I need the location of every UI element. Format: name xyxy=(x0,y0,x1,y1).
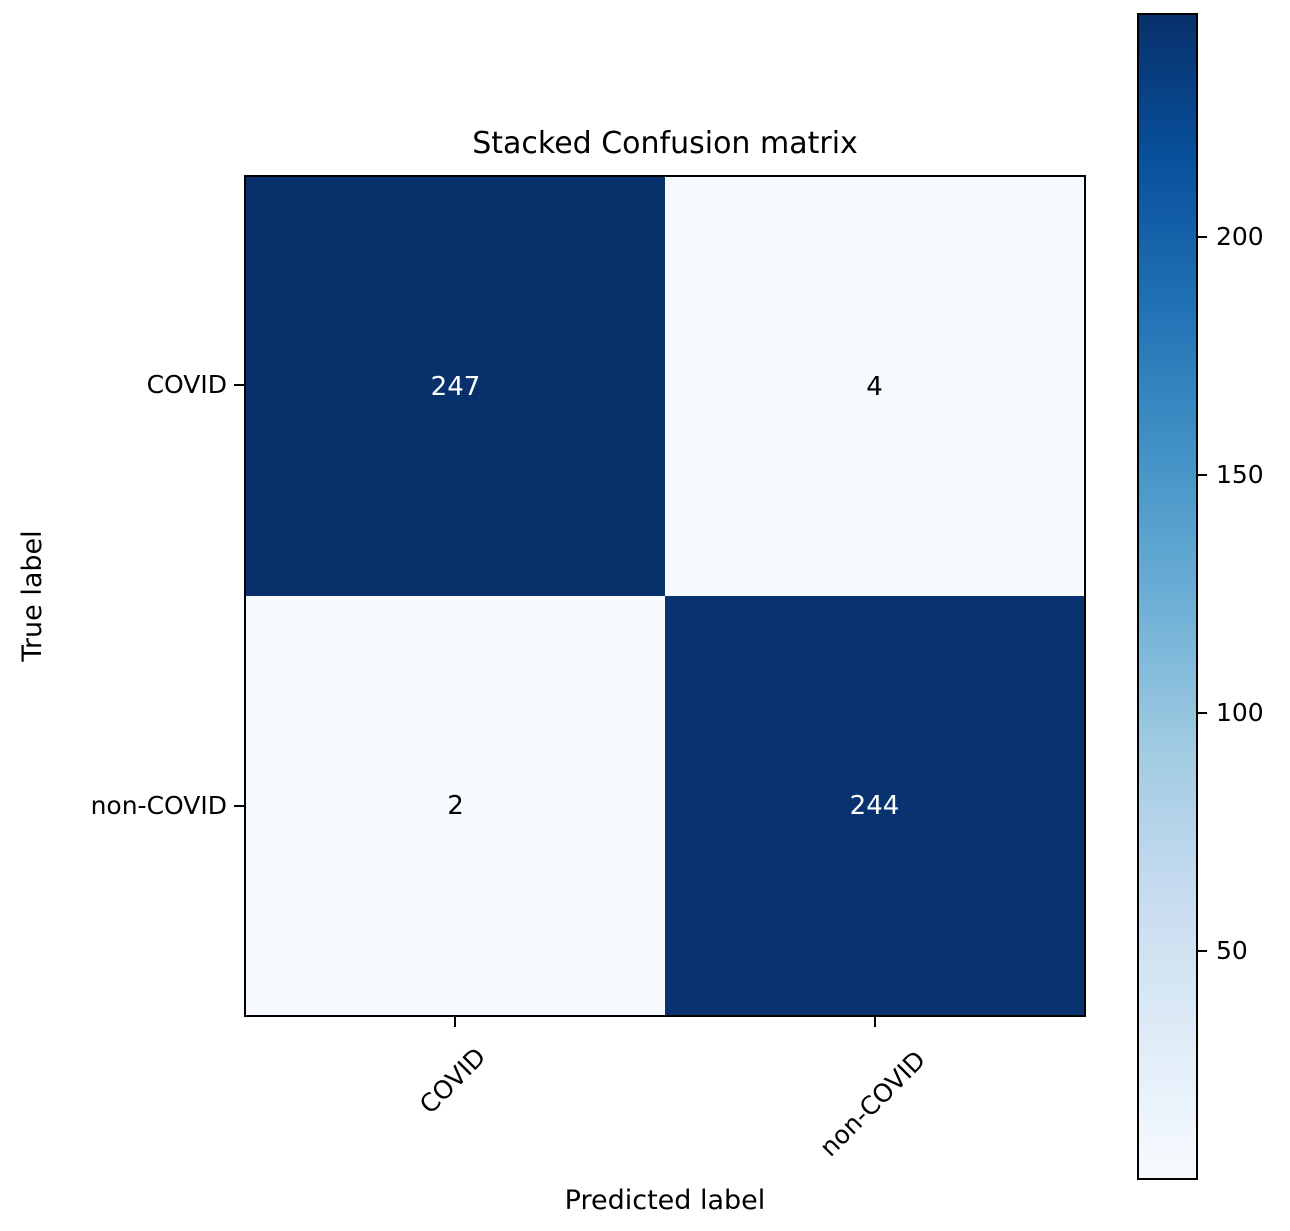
x-tick-mark-noncovid xyxy=(874,1017,876,1027)
colorbar-tick-mark-150 xyxy=(1198,474,1207,476)
colorbar-tick-label-150: 150 xyxy=(1216,460,1264,489)
colorbar-gradient xyxy=(1137,13,1198,1180)
matrix-cell-true-noncovid-pred-covid: 2 xyxy=(246,596,665,1015)
confusion-matrix-heatmap: 247 4 2 244 xyxy=(244,175,1086,1017)
x-tick-label-covid: COVID xyxy=(413,1041,492,1120)
matrix-cell-true-covid-pred-noncovid: 4 xyxy=(665,177,1084,596)
colorbar-tick-mark-100 xyxy=(1198,712,1207,714)
y-tick-mark-noncovid xyxy=(234,805,244,807)
cell-value: 2 xyxy=(447,790,464,821)
matrix-cell-true-noncovid-pred-noncovid: 244 xyxy=(665,596,1084,1015)
y-tick-label-covid: COVID xyxy=(146,370,227,399)
cell-value: 244 xyxy=(849,790,900,821)
x-tick-mark-covid xyxy=(454,1017,456,1027)
colorbar-tick-label-100: 100 xyxy=(1216,698,1264,727)
y-tick-mark-covid xyxy=(234,384,244,386)
x-tick-label-noncovid: non-COVID xyxy=(814,1045,932,1163)
colorbar-tick-mark-50 xyxy=(1198,950,1207,952)
cell-value: 247 xyxy=(430,371,481,402)
matrix-cell-true-covid-pred-covid: 247 xyxy=(246,177,665,596)
colorbar-tick-label-200: 200 xyxy=(1216,222,1264,251)
x-axis-label: Predicted label xyxy=(564,1185,766,1216)
cell-value: 4 xyxy=(866,371,883,402)
y-axis-label: True label xyxy=(17,530,48,662)
chart-title: Stacked Confusion matrix xyxy=(472,126,858,161)
y-tick-label-noncovid: non-COVID xyxy=(90,791,227,820)
colorbar-tick-mark-200 xyxy=(1198,236,1207,238)
colorbar-tick-label-50: 50 xyxy=(1216,936,1248,965)
